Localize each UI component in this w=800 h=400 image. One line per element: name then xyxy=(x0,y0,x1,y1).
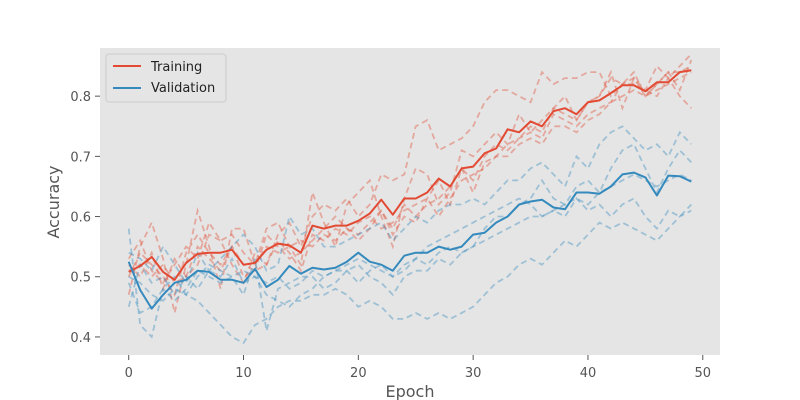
train-fold-line-0 xyxy=(127,59,693,314)
mean-lines-layer xyxy=(127,69,692,310)
y-tick-label: 0.7 xyxy=(70,150,91,165)
y-tick-label: 0.5 xyxy=(70,271,91,286)
train-fold-line-2 xyxy=(127,76,692,298)
val-fold-line-5 xyxy=(127,143,692,339)
y-tick-label: 0.4 xyxy=(70,331,91,346)
x-tick-label: 40 xyxy=(580,366,597,381)
x-tick-label: 0 xyxy=(125,366,133,381)
legend-validation-label: Validation xyxy=(151,81,215,96)
fold-lines-layer xyxy=(127,53,693,345)
x-tick-label: 30 xyxy=(465,366,482,381)
val-fold-line-8 xyxy=(127,197,692,308)
y-tick-label: 0.6 xyxy=(70,211,91,226)
val-fold-line-6 xyxy=(127,209,692,345)
legend-training-label: Training xyxy=(150,60,202,75)
train-fold-line-3 xyxy=(127,65,692,285)
x-axis-title: Epoch xyxy=(386,382,435,400)
x-axis-ticks: 0 10 20 30 40 50 xyxy=(125,355,711,381)
y-axis-ticks: 0.4 0.5 0.6 0.7 0.8 xyxy=(70,90,100,346)
legend: Training Validation xyxy=(105,53,227,103)
x-tick-label: 50 xyxy=(695,366,712,381)
y-tick-label: 0.8 xyxy=(70,90,91,105)
training-mean-line xyxy=(128,69,692,281)
y-axis-title: Accuracy xyxy=(44,165,63,238)
x-tick-label: 20 xyxy=(350,366,367,381)
train-fold-line-1 xyxy=(128,53,692,292)
validation-mean-line xyxy=(127,171,692,310)
x-tick-label: 10 xyxy=(235,366,252,381)
train-fold-line-4 xyxy=(128,71,692,284)
val-fold-line-7 xyxy=(128,125,692,285)
